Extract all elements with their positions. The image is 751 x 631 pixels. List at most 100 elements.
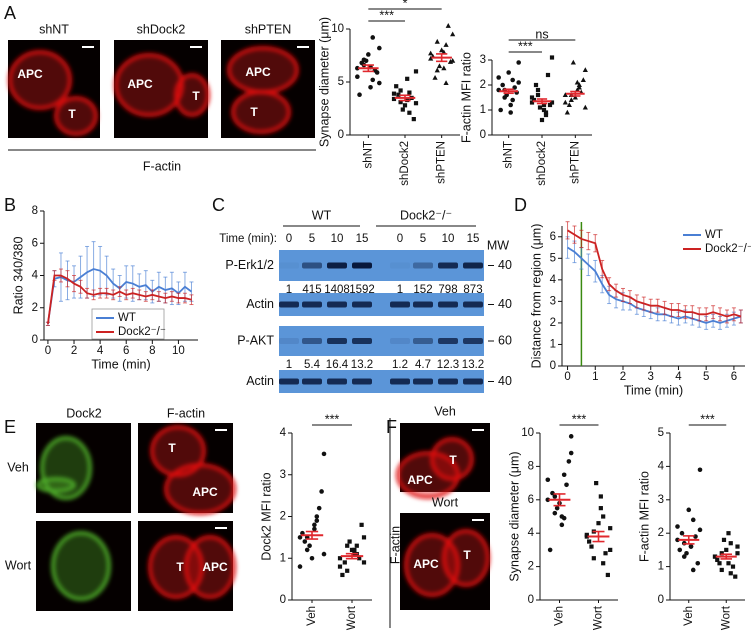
x-tick-label: 0 [45, 345, 51, 357]
data-point [547, 102, 553, 108]
data-point [352, 547, 357, 552]
blot-band [279, 262, 299, 269]
data-point [589, 544, 594, 549]
data-point [340, 572, 345, 578]
data-point [345, 543, 350, 548]
blot-band [463, 338, 483, 344]
data-point [368, 85, 373, 90]
data-point [576, 84, 582, 90]
cell-membrane [164, 463, 236, 515]
data-point [391, 96, 397, 102]
data-point [596, 521, 601, 526]
blot-band [327, 338, 347, 344]
cell-membrane [36, 477, 76, 493]
data-point [496, 75, 501, 80]
image-label: APC [192, 485, 218, 499]
x-tick-label: shPTEN [569, 141, 581, 184]
data-point [508, 102, 513, 108]
data-point [719, 551, 724, 556]
data-point [697, 467, 703, 473]
y-axis-title: F-actin MFI ratio [637, 471, 651, 562]
data-point [377, 45, 382, 51]
time-value: 10 [331, 233, 344, 245]
data-point [529, 100, 535, 105]
data-point [529, 95, 535, 100]
panel-label: E [4, 417, 16, 437]
y-tick-label: 10 [331, 23, 344, 35]
x-tick-label: 6 [123, 345, 129, 357]
data-point [432, 74, 438, 80]
x-tick-label: 3 [648, 371, 654, 383]
y-tick-label: 0 [280, 594, 286, 606]
series-line [47, 274, 192, 324]
cell-fill [152, 427, 204, 475]
quantification: 1 [286, 359, 292, 371]
blot-band [413, 378, 433, 385]
data-point [361, 535, 367, 540]
x-tick-label: shPTEN [436, 141, 448, 184]
data-point [398, 88, 403, 93]
data-point [359, 522, 364, 527]
data-point [450, 31, 456, 37]
y-tick-label: 8 [32, 205, 38, 217]
blot-band [279, 378, 299, 385]
column-header: Dock2 [66, 406, 101, 420]
column-header: F-actin [167, 406, 205, 420]
x-tick-label: 2 [620, 371, 626, 383]
data-point [715, 557, 720, 563]
image-title: shDock2 [137, 22, 186, 36]
data-point [552, 494, 558, 499]
data-point [549, 55, 555, 60]
blot-band [390, 301, 410, 308]
data-point [559, 522, 565, 528]
data-point [535, 92, 541, 98]
data-point [726, 561, 731, 566]
data-point [601, 514, 606, 519]
data-point [541, 102, 547, 108]
channel-label: F-actin [388, 526, 402, 564]
panel-label: A [4, 3, 16, 23]
micrograph-signal [148, 535, 236, 599]
image-label: APC [127, 77, 153, 91]
data-point [584, 532, 589, 537]
quantification: 5.4 [304, 359, 321, 371]
panel-label: F [386, 417, 397, 437]
time-value: 5 [420, 233, 426, 245]
mw-value: 40 [498, 297, 512, 311]
significance-label: ns [535, 27, 548, 41]
data-point [730, 564, 736, 569]
y-tick-label: 4 [280, 427, 287, 439]
y-tick-label: 1 [280, 552, 286, 564]
data-point [531, 97, 537, 103]
blot-band [438, 301, 458, 308]
blot-band [352, 378, 372, 385]
data-point [394, 84, 399, 89]
data-point [545, 72, 551, 78]
image-title: shPTEN [245, 22, 292, 36]
image-label: APC [413, 557, 439, 571]
cell-fill [116, 55, 182, 115]
data-point [608, 547, 613, 552]
y-tick-label: 0 [528, 594, 534, 606]
data-point [357, 556, 362, 561]
data-point [413, 101, 419, 106]
significance-label: *** [518, 39, 533, 53]
time-label: Time (min): [219, 233, 277, 245]
data-point [411, 117, 416, 122]
blot-band [438, 262, 458, 269]
time-value: 0 [286, 233, 292, 245]
cell-fill [10, 52, 70, 108]
data-point [717, 561, 722, 566]
micrograph-signal [227, 46, 299, 134]
blot-label: P-AKT [237, 333, 274, 347]
cell-membrane [174, 73, 210, 117]
data-point [434, 67, 440, 73]
blot-band [352, 338, 372, 344]
x-tick-label: shDock2 [536, 141, 548, 186]
legend-label: Dock2⁻/⁻ [705, 243, 751, 255]
mw-value: 40 [498, 374, 512, 388]
blot-band [438, 338, 458, 344]
x-tick-label: shNT [503, 141, 515, 168]
legend-label: Dock2⁻/⁻ [118, 326, 166, 338]
